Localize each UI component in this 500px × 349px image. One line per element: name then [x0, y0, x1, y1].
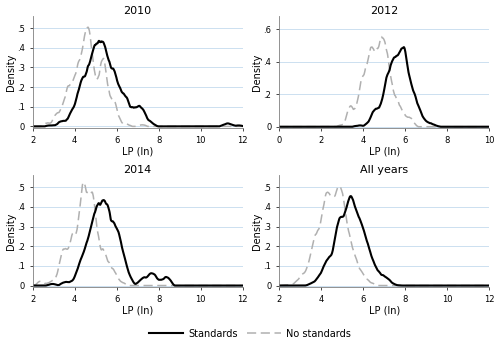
Y-axis label: Density: Density: [252, 54, 262, 91]
Legend: Standards, No standards: Standards, No standards: [145, 325, 355, 342]
Title: 2012: 2012: [370, 6, 398, 16]
X-axis label: LP (ln): LP (ln): [368, 305, 400, 315]
Title: 2014: 2014: [124, 165, 152, 175]
Y-axis label: Density: Density: [6, 213, 16, 250]
Title: All years: All years: [360, 165, 408, 175]
X-axis label: LP (ln): LP (ln): [368, 146, 400, 156]
Y-axis label: Density: Density: [252, 213, 262, 250]
X-axis label: LP (ln): LP (ln): [122, 146, 153, 156]
Title: 2010: 2010: [124, 6, 152, 16]
Y-axis label: Density: Density: [6, 54, 16, 91]
X-axis label: LP (ln): LP (ln): [122, 305, 153, 315]
